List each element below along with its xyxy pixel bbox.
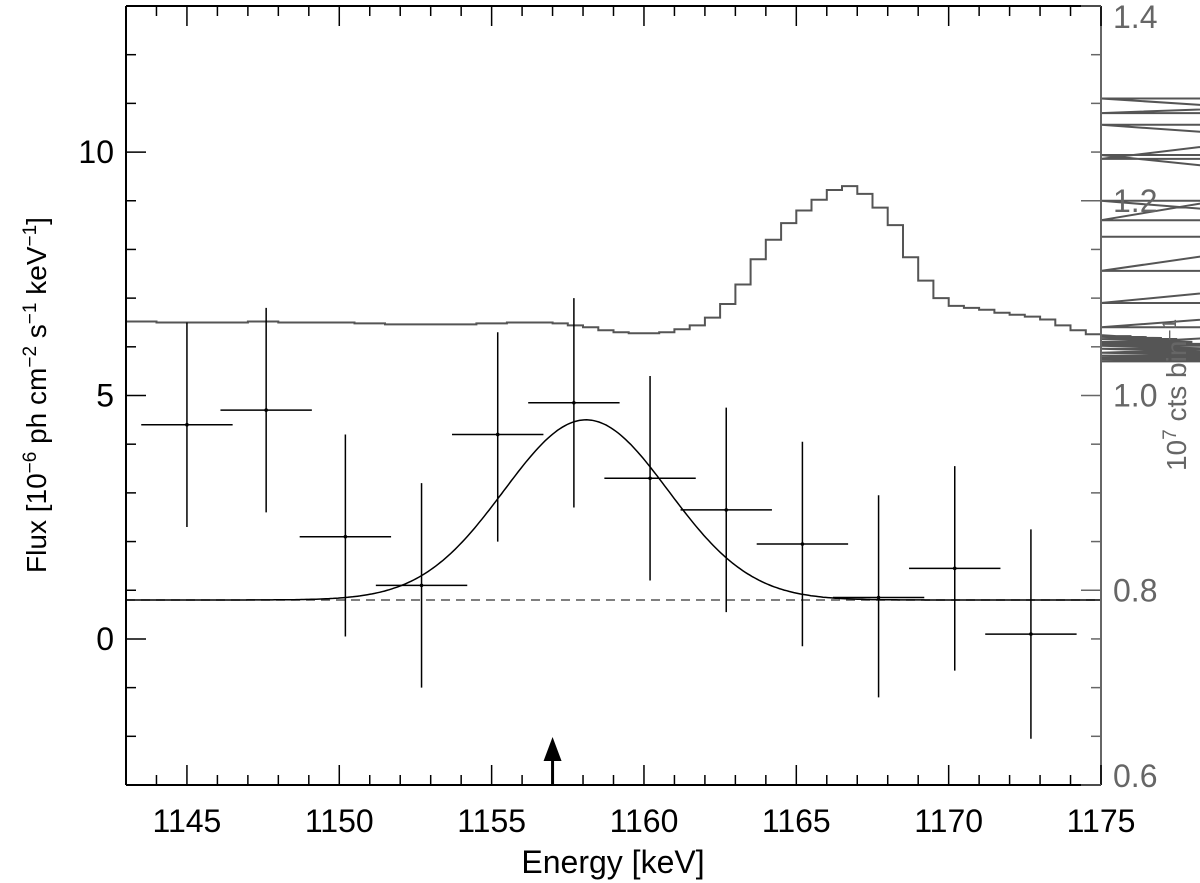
label-superscript: −1 bbox=[20, 225, 41, 247]
y-right-tick-label: 0.8 bbox=[1113, 572, 1157, 608]
data-point bbox=[756, 441, 849, 647]
y-right-tick-label: 1.0 bbox=[1113, 378, 1157, 414]
label-text: cts bin bbox=[1161, 341, 1192, 430]
x-tick-label: 1155 bbox=[457, 803, 526, 839]
x-tick-label: 1150 bbox=[305, 803, 374, 839]
x-axis-label: Energy [keV] bbox=[521, 844, 704, 880]
label-text: 10 bbox=[1161, 440, 1192, 471]
data-point bbox=[832, 495, 925, 698]
data-point bbox=[680, 407, 772, 613]
data-point-marker bbox=[648, 476, 652, 481]
y-left-tick-label: 10 bbox=[78, 134, 114, 170]
spectrum-histogram bbox=[126, 97, 1200, 363]
data-point bbox=[985, 529, 1077, 739]
x-tick-label: 1175 bbox=[1067, 803, 1136, 839]
y-left-tick-label: 5 bbox=[96, 378, 114, 414]
data-point-marker bbox=[572, 401, 576, 405]
label-superscript: −6 bbox=[20, 452, 41, 474]
y-right-tick-label: 0.6 bbox=[1113, 758, 1157, 794]
data-points-layer bbox=[141, 298, 1077, 739]
data-point-marker bbox=[1029, 632, 1033, 636]
data-point-marker bbox=[495, 432, 500, 437]
data-point bbox=[375, 483, 468, 688]
data-point bbox=[909, 466, 1001, 671]
data-point bbox=[299, 434, 392, 637]
label-superscript: −1 bbox=[20, 303, 41, 325]
energy-arrow-head bbox=[543, 737, 562, 761]
data-point bbox=[528, 298, 620, 508]
y-right-tick-label: 1.4 bbox=[1113, 0, 1157, 35]
gaussian-model-curve bbox=[126, 419, 1101, 601]
data-point-marker bbox=[724, 508, 729, 512]
label-text: ph cm bbox=[21, 368, 52, 452]
label-superscript: 7 bbox=[1160, 429, 1181, 440]
data-point bbox=[220, 307, 312, 513]
data-point-marker bbox=[264, 408, 268, 412]
data-point-marker bbox=[952, 566, 957, 571]
energy-marker-layer bbox=[543, 737, 562, 785]
label-text: ] bbox=[21, 217, 52, 225]
y-axis-label-left: Flux [10−6 ph cm−2 s−1 keV−1] bbox=[20, 217, 53, 573]
y-left-tick-label: 0 bbox=[96, 621, 114, 657]
data-point bbox=[452, 332, 544, 542]
model-curve-layer bbox=[126, 419, 1101, 601]
data-point-marker bbox=[343, 534, 348, 539]
x-tick-label: 1160 bbox=[610, 803, 679, 839]
data-point bbox=[141, 322, 233, 527]
x-tick-label: 1145 bbox=[153, 803, 222, 839]
label-superscript: −2 bbox=[20, 346, 41, 368]
label-superscript: −1 bbox=[1160, 319, 1181, 341]
data-point-marker bbox=[185, 422, 189, 427]
y-axis-label-right: 107 cts bin−1 bbox=[1160, 319, 1193, 471]
label-text: keV bbox=[21, 246, 52, 302]
data-point-marker bbox=[876, 595, 881, 600]
axes-layer: 1145 1150 1155 1160 1165 1170 1175 0 5 10 0.6 0.8 1.… bbox=[78, 0, 1157, 839]
label-text: Flux [10 bbox=[21, 473, 52, 573]
y-right-tick-label: 1.2 bbox=[1113, 183, 1157, 219]
data-point-marker bbox=[419, 583, 424, 588]
histogram-layer bbox=[126, 97, 1200, 363]
data-point-marker bbox=[800, 542, 805, 546]
x-tick-label: 1170 bbox=[914, 803, 983, 839]
x-tick-label: 1165 bbox=[762, 803, 831, 839]
data-point bbox=[604, 376, 696, 581]
label-text: s bbox=[21, 324, 52, 346]
